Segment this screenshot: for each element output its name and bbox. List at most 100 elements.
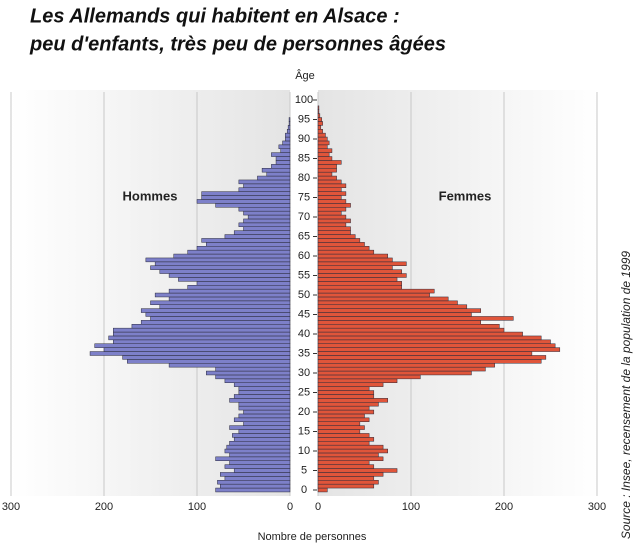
- bar: [275, 160, 291, 165]
- x-tick-label: 100: [402, 501, 420, 513]
- bar: [317, 480, 379, 485]
- bar: [317, 273, 407, 278]
- x-tick-label: 200: [95, 501, 113, 513]
- bar: [317, 433, 370, 438]
- bar: [317, 359, 542, 364]
- x-axis-label: Nombre de personnes: [258, 531, 367, 543]
- bar: [317, 179, 342, 185]
- bar: [103, 347, 291, 352]
- bar: [238, 222, 291, 228]
- bar: [317, 187, 342, 192]
- bar: [201, 195, 291, 200]
- bar: [317, 210, 342, 216]
- bar: [317, 441, 370, 446]
- bar: [278, 144, 291, 150]
- y-tick-label: 35: [298, 347, 310, 359]
- y-tick-label: 75: [298, 191, 310, 203]
- bar: [159, 269, 291, 274]
- bar: [150, 265, 291, 270]
- bar: [317, 136, 328, 142]
- bar: [317, 327, 505, 333]
- bar: [224, 448, 291, 454]
- bar: [317, 292, 430, 298]
- y-tick-label: 30: [298, 367, 310, 379]
- bar: [215, 456, 291, 462]
- bar: [173, 253, 291, 259]
- bar: [233, 394, 291, 399]
- bar: [317, 460, 370, 465]
- y-tick-label: 10: [298, 445, 310, 457]
- bar: [168, 363, 291, 368]
- bar: [317, 402, 379, 407]
- bar: [317, 304, 468, 309]
- bar: [317, 129, 323, 134]
- bar: [317, 398, 388, 403]
- bar: [168, 273, 291, 278]
- bar: [317, 164, 337, 169]
- y-tick-label: 15: [298, 425, 310, 437]
- bar: [317, 175, 337, 181]
- y-tick-label: 80: [298, 172, 310, 184]
- bar: [317, 238, 361, 243]
- bar: [317, 203, 351, 208]
- x-tick-label: 0: [287, 501, 293, 513]
- bar: [317, 199, 347, 204]
- bar: [224, 476, 291, 481]
- y-tick-label: 50: [298, 289, 310, 301]
- bar: [159, 304, 291, 309]
- bar: [317, 195, 342, 200]
- bar: [317, 109, 320, 114]
- bar: [238, 405, 291, 411]
- y-tick-label: 95: [298, 113, 310, 125]
- bar: [317, 331, 523, 337]
- bar: [196, 246, 291, 251]
- bar: [215, 487, 291, 493]
- bar: [317, 468, 398, 473]
- bar: [317, 409, 375, 415]
- bar: [317, 413, 365, 419]
- bar: [247, 214, 291, 220]
- bar: [317, 464, 375, 469]
- x-tick-label: 300: [588, 501, 606, 513]
- bar: [317, 378, 398, 384]
- bar: [317, 183, 347, 189]
- bar: [317, 320, 481, 325]
- bar: [317, 140, 330, 146]
- bar: [113, 331, 291, 337]
- bar: [317, 374, 421, 380]
- bar: [178, 277, 291, 282]
- bar: [238, 402, 291, 407]
- bar: [317, 234, 356, 239]
- series-label: Hommes: [123, 188, 178, 203]
- bar: [317, 382, 384, 387]
- bar: [317, 117, 322, 122]
- bar: [317, 476, 375, 481]
- bar: [243, 409, 291, 415]
- bar: [317, 425, 365, 430]
- bar: [140, 308, 291, 313]
- bar: [317, 230, 351, 235]
- bar: [233, 468, 291, 473]
- y-tick-label: 55: [298, 269, 310, 281]
- bar: [122, 355, 291, 360]
- bar: [233, 382, 291, 387]
- title-line: Les Allemands qui habitent en Alsace :: [30, 5, 400, 27]
- bar: [271, 164, 291, 169]
- bar: [127, 359, 291, 364]
- bar: [229, 452, 291, 458]
- bar: [233, 417, 291, 423]
- bar: [317, 160, 342, 165]
- bar: [271, 152, 291, 157]
- bar: [317, 324, 500, 329]
- bar: [215, 366, 291, 372]
- bar: [243, 183, 291, 189]
- bar: [196, 199, 291, 204]
- bar: [317, 363, 495, 368]
- bar: [154, 261, 291, 267]
- bar: [317, 277, 398, 282]
- bar: [317, 339, 551, 345]
- y-tick-label: 45: [298, 308, 310, 320]
- bar: [140, 320, 291, 325]
- bar: [168, 288, 291, 294]
- bar: [317, 265, 393, 270]
